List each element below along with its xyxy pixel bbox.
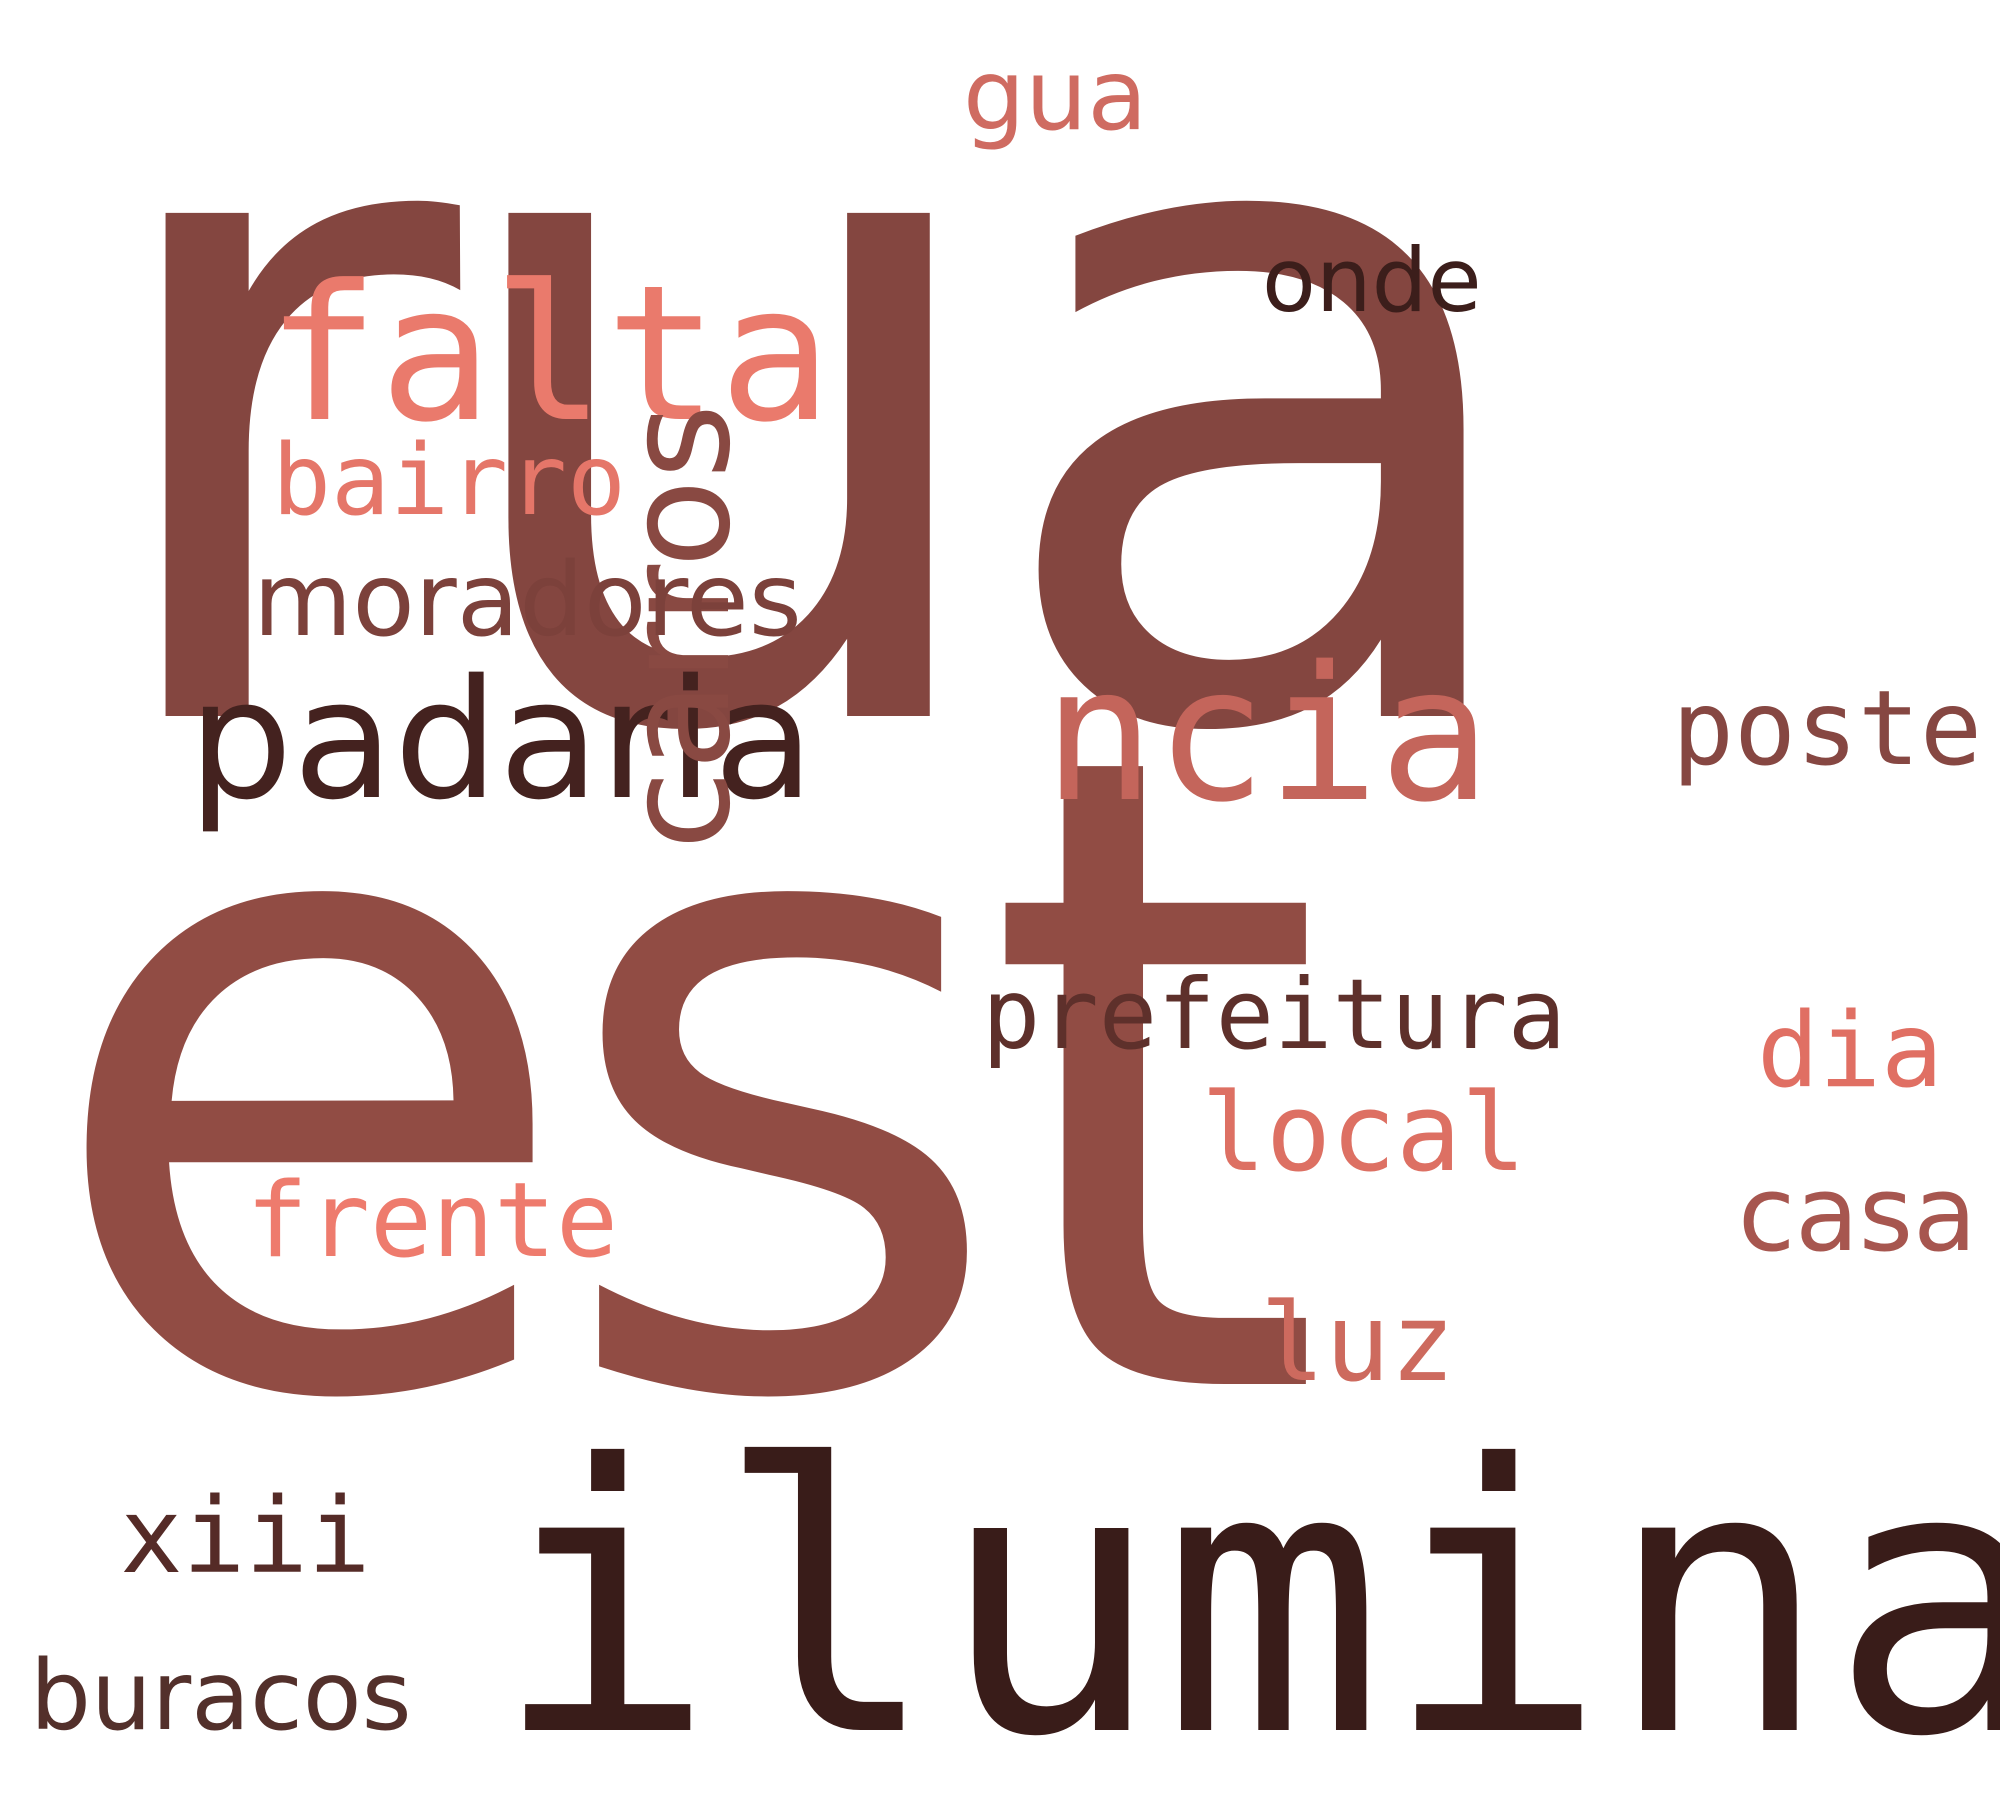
word-local: local [1201,1071,1527,1196]
word-bairro: bairro [272,424,627,538]
word-prefeitura: prefeitura [982,958,1566,1071]
word-ilumina: ilumina [493,1388,2000,1818]
word-poste: poste [1672,669,1983,789]
word-falta: falta [266,245,832,464]
word-casa: casa [1738,1153,1977,1275]
word-frente: frente [246,1161,619,1281]
word-est: est [38,567,1327,1592]
word-padaria: padaria [188,644,815,836]
word-rua: rua [82,0,1547,933]
word-gua: gua [963,39,1148,153]
word-ncia: ncia [1043,626,1491,843]
word-onde: onde [1262,229,1482,332]
word-xiii: xiii [120,1475,371,1597]
word-dia: dia [1757,991,1944,1111]
word-buracos: buracos [30,1640,412,1752]
word-luz: luz [1260,1281,1456,1406]
word-moradores: moradores [253,541,802,660]
